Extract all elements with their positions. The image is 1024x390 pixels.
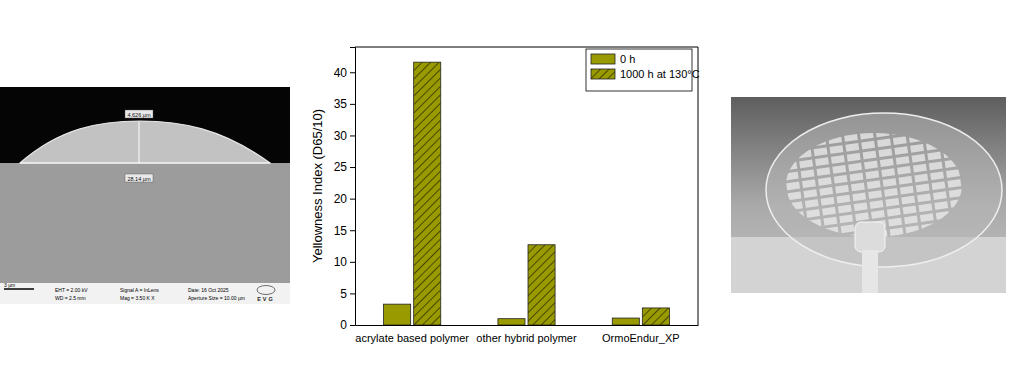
y-tick-label: 35 <box>334 97 348 111</box>
x-tick: OrmoEndur_XP <box>602 325 680 344</box>
sem-logo-ring <box>257 286 275 295</box>
sem-info: Mag = 3.50 K X <box>120 295 155 301</box>
x-tick-label: acrylate based polymer <box>355 332 469 344</box>
y-tick-label: 0 <box>340 318 347 332</box>
legend-swatch <box>591 69 615 79</box>
y-tick-mark <box>350 230 355 231</box>
y-tick-label: 15 <box>334 224 348 238</box>
y-tick-mark <box>350 325 355 326</box>
wafer <box>766 113 1002 267</box>
chart: 0 5 10 15 20 25 30 35 40 acrylate based polymer ot… <box>310 47 700 344</box>
y-tick-label: 30 <box>334 129 348 143</box>
sem-measurement: 4.626 µm <box>127 112 150 118</box>
y-tick-label: 40 <box>334 66 348 80</box>
y-tick-label: 25 <box>334 160 348 174</box>
y-tick-label: 20 <box>334 192 348 206</box>
y-axis-title: Yellowness Index (D65/10) <box>310 109 325 263</box>
bar <box>498 319 525 325</box>
sem-info: Date: 16 Oct 2025 <box>188 287 229 293</box>
y-tick-mark <box>350 262 355 263</box>
bars <box>384 62 670 325</box>
bar <box>528 245 555 325</box>
sem-lens-profile <box>20 121 270 163</box>
y-tick-mark <box>350 199 355 200</box>
frame-top <box>355 47 698 48</box>
sem-info-bar <box>0 283 290 304</box>
x-tick: acrylate based polymer <box>355 325 469 344</box>
y-tick: 0 <box>340 318 355 332</box>
sem-logo: EVG <box>257 296 275 302</box>
x-tick-label: other hybrid polymer <box>476 332 577 344</box>
y-tick: 15 <box>334 224 355 238</box>
sem-width-line <box>20 163 270 164</box>
wafer-stem <box>862 250 878 293</box>
wafer-holder <box>855 222 885 252</box>
sem-measurement: 28.14 µm <box>127 176 150 182</box>
y-tick: 40 <box>334 66 355 80</box>
sem-measure-box <box>125 110 153 118</box>
sem-info: Aperture Size = 10.00 µm <box>188 295 245 301</box>
page: 4.626 µm 28.14 µm 3 µm EHT = 2.00 kV WD = 2.… <box>0 0 1024 390</box>
legend: 0 h 1000 h at 130°C <box>586 49 700 91</box>
bar <box>642 308 669 325</box>
y-tick-label: 5 <box>340 287 347 301</box>
y-tick: 5 <box>340 287 355 301</box>
legend-label: 0 h <box>620 53 635 65</box>
sem-info: Signal A = InLens <box>120 287 159 293</box>
sem-scale-label: 3 µm <box>4 282 15 288</box>
y-tick-mark <box>350 135 355 136</box>
y-tick-mark <box>350 167 355 168</box>
sem-info: WD = 2.5 mm <box>55 295 86 301</box>
y-tick: 25 <box>334 160 355 174</box>
sem-measure-box <box>125 174 153 182</box>
y-tick-label: 10 <box>334 255 348 269</box>
y-tick: 35 <box>334 97 355 111</box>
sem-scale-bar <box>4 288 34 290</box>
bar <box>384 304 411 325</box>
legend-label: 1000 h at 130°C <box>620 68 700 80</box>
frame-right <box>698 47 699 325</box>
y-axis-line <box>350 48 356 326</box>
wafer-lens-array <box>786 133 962 237</box>
bar <box>612 318 639 325</box>
sem-panel: 4.626 µm 28.14 µm 3 µm EHT = 2.00 kV WD = 2.… <box>0 87 290 304</box>
photo-background <box>731 97 1006 293</box>
y-tick-mark <box>350 104 355 105</box>
bar <box>414 62 441 325</box>
sem-height-line <box>139 122 140 163</box>
y-tick-mark <box>350 72 355 73</box>
y-tick: 20 <box>334 192 355 206</box>
y-tick: 10 <box>334 255 355 269</box>
sem-info: EHT = 2.00 kV <box>55 287 88 293</box>
photo-panel <box>731 97 1006 293</box>
y-axis: 0 5 10 15 20 25 30 35 40 <box>334 48 356 333</box>
x-axis: acrylate based polymer other hybrid polym… <box>355 325 698 344</box>
x-tick-label: OrmoEndur_XP <box>602 332 680 344</box>
x-tick: other hybrid polymer <box>476 325 577 344</box>
y-tick: 30 <box>334 129 355 143</box>
legend-swatch <box>591 54 615 64</box>
y-tick-mark <box>350 293 355 294</box>
x-axis-line <box>356 325 699 326</box>
sem-vacuum <box>0 87 290 163</box>
sem-substrate <box>0 87 290 283</box>
